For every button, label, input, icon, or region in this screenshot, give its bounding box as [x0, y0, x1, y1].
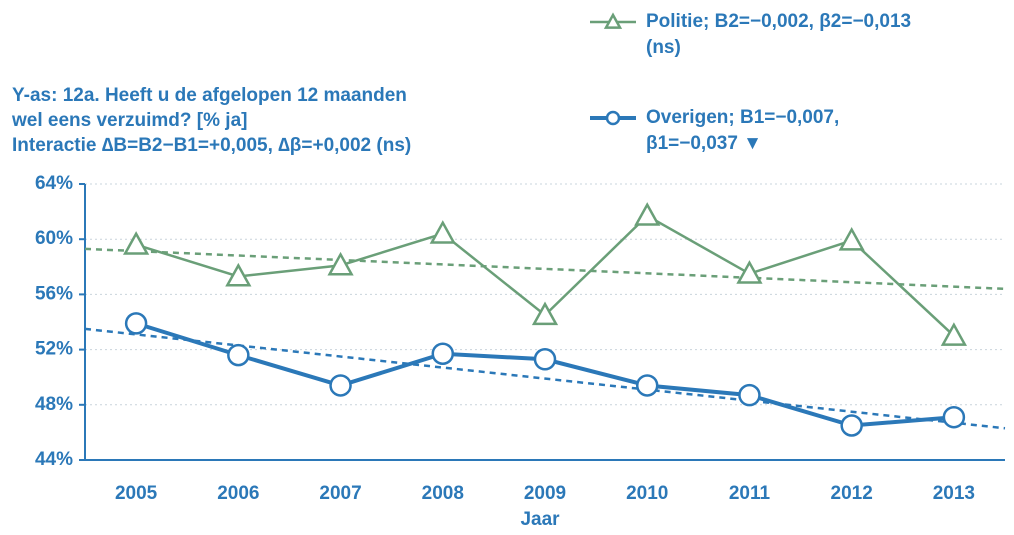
point — [429, 220, 456, 244]
point — [225, 262, 252, 287]
title-line: Y-as: 12a. Heeft u de afgelopen 12 maand… — [12, 85, 407, 106]
point — [738, 383, 761, 407]
x-tick-label: 2012 — [831, 483, 873, 504]
legend-label: Overigen; B1=−0,007, — [646, 107, 839, 128]
point — [635, 374, 659, 397]
point — [431, 342, 455, 365]
y-tick-label: 44% — [35, 449, 73, 470]
point — [736, 260, 763, 284]
point — [634, 202, 661, 226]
y-tick-label: 60% — [35, 228, 73, 249]
point — [942, 405, 966, 429]
x-tick-label: 2007 — [319, 483, 361, 504]
point — [838, 227, 865, 251]
x-tick-label: 2005 — [115, 483, 158, 504]
x-tick-label: 2013 — [933, 483, 975, 504]
legend-marker — [603, 12, 623, 29]
point — [840, 414, 863, 437]
y-tick-label: 52% — [35, 339, 73, 360]
x-axis-label: Jaar — [520, 509, 560, 530]
title-line: Interactie ∆B=B2−B1=+0,005, ∆β=+0,002 (n… — [12, 135, 411, 156]
point — [327, 251, 354, 276]
x-tick-label: 2010 — [626, 483, 668, 504]
point — [122, 231, 150, 255]
y-tick-label: 48% — [35, 394, 73, 415]
legend-note: β1=−0,037 ▼ — [646, 133, 762, 154]
x-tick-label: 2008 — [422, 483, 464, 504]
point — [329, 374, 352, 397]
point — [940, 322, 968, 346]
legend-marker — [605, 110, 621, 126]
legend-note: (ns) — [646, 37, 681, 58]
point — [124, 312, 148, 335]
point — [227, 343, 250, 367]
x-tick-label: 2006 — [217, 483, 259, 504]
title-line: wel eens verzuimd? [% ja] — [11, 110, 247, 131]
y-tick-label: 56% — [35, 283, 73, 304]
x-tick-label: 2009 — [524, 483, 566, 504]
legend-label: Politie; B2=−0,002, β2=−0,013 — [646, 11, 911, 32]
y-tick-label: 64% — [35, 173, 73, 194]
point — [533, 348, 557, 371]
x-tick-label: 2011 — [729, 483, 771, 504]
trend-line — [84, 327, 1006, 430]
point — [531, 301, 559, 326]
